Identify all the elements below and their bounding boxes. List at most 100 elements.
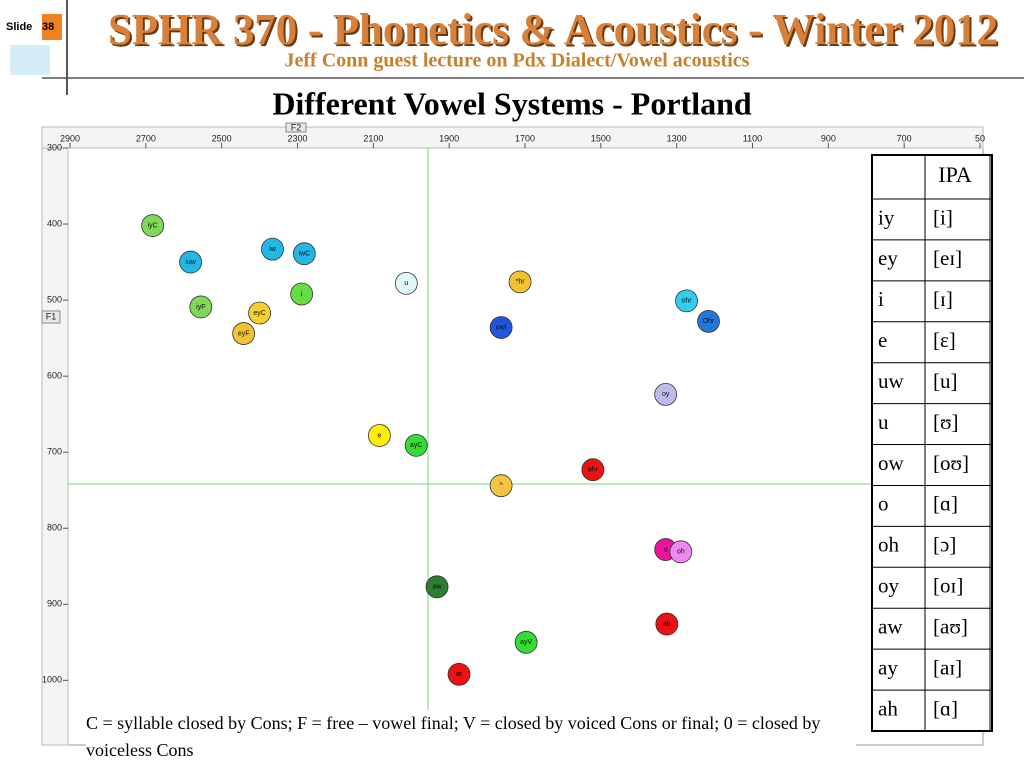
vowel-point — [179, 250, 202, 274]
y-axis-label: F1 — [46, 311, 57, 321]
table-cell: ey — [878, 246, 898, 270]
table-header: IPA — [938, 162, 972, 187]
table-cell: [eɪ] — [933, 246, 962, 270]
table-frame — [871, 154, 993, 732]
x-tick-label: 2700 — [136, 133, 156, 143]
y-tick-label: 1000 — [42, 675, 62, 685]
vowel-point — [261, 237, 284, 261]
vowel-point — [404, 433, 428, 457]
vowel-point — [248, 301, 271, 325]
table-cell: [u] — [933, 369, 958, 393]
vowel-label: iyC — [148, 222, 158, 229]
vowel-label: ah — [663, 621, 671, 628]
vowel-label: Ohr — [703, 318, 715, 325]
vowel-point — [290, 282, 314, 306]
decor-square — [42, 14, 62, 40]
vowel-point — [447, 662, 471, 686]
slide-title: SPHR 370 - Phonetics & Acoustics - Winte… — [108, 5, 998, 54]
vowel-point — [654, 383, 678, 406]
y-tick-label: 400 — [47, 218, 62, 228]
vowel-label: eyC — [253, 310, 265, 317]
vowel-label: iwC — [298, 251, 310, 258]
vowel-label: æ — [456, 671, 462, 678]
vowel-point — [292, 242, 316, 266]
table-cell: [aʊ] — [933, 615, 968, 639]
top-ruler — [41, 126, 984, 149]
vowel-label: iw — [269, 246, 277, 253]
table-cell: e — [878, 328, 887, 352]
vowel-point — [581, 458, 605, 482]
footnote: C = syllable closed by Cons; F = free – … — [86, 710, 856, 764]
slide-label: Slide — [6, 21, 32, 33]
y-tick-label: 800 — [47, 523, 62, 533]
y-tick-label: 600 — [47, 371, 62, 381]
vowel-point — [232, 322, 256, 345]
table-cell: [ɛ] — [933, 328, 956, 352]
table-cell: [oʊ] — [933, 451, 969, 475]
y-tick-label: 300 — [47, 142, 62, 152]
vowel-label: i — [301, 291, 303, 298]
table-cell: u — [878, 410, 889, 434]
table-cell: [ɑ] — [933, 696, 958, 720]
vowel-point — [669, 540, 693, 564]
table-cell: oy — [878, 574, 900, 598]
vowel-point — [675, 289, 698, 313]
table-cell: i — [878, 287, 884, 311]
vowel-label: ohr — [681, 298, 692, 305]
table-cell: ah — [878, 696, 898, 720]
vowel-label: iuw — [185, 259, 196, 266]
vowel-label: u — [404, 280, 408, 287]
vowel-label: ayC — [410, 442, 422, 449]
x-axis-label: F2 — [291, 122, 302, 132]
table-cell: [i] — [933, 205, 953, 229]
decor-square — [10, 45, 50, 75]
x-tick-label: 2900 — [60, 133, 80, 143]
table-cell: [ɑ] — [933, 492, 958, 516]
vowel-point — [489, 474, 513, 498]
vowel-point — [508, 270, 532, 294]
y-tick-label: 500 — [47, 294, 62, 304]
x-tick-label: 1100 — [743, 133, 762, 143]
slide-title-shadow: SPHR 370 - Phonetics & Acoustics - Winte… — [110, 7, 1000, 56]
table-cell: o — [878, 492, 889, 516]
x-tick-label: 1900 — [439, 133, 459, 143]
y-tick-label: 900 — [47, 599, 62, 609]
vowel-point — [425, 575, 449, 599]
slide-subtitle: Jeff Conn guest lecture on Pdx Dialect/V… — [285, 50, 750, 72]
vowel-label: iyF — [196, 304, 205, 311]
vowel-point — [394, 271, 418, 295]
table-cell: oh — [878, 533, 900, 557]
plot-frame — [41, 126, 984, 746]
vowel-label: eyF — [238, 330, 250, 337]
axis-label-box — [41, 310, 61, 324]
table-cell: [aɪ] — [933, 655, 962, 679]
table-cell: [ʊ] — [933, 410, 959, 434]
x-tick-label: 1700 — [515, 133, 535, 143]
vowel-label: ahr — [588, 467, 599, 474]
vowel-point — [697, 309, 720, 333]
table-cell: iy — [878, 205, 895, 229]
table-cell: aw — [878, 615, 903, 639]
table-cell: [ɪ] — [933, 287, 953, 311]
vowel-point — [514, 630, 538, 654]
x-tick-label: 50 — [975, 133, 985, 143]
table-cell: ay — [878, 655, 898, 679]
vowel-label: ayV — [520, 639, 532, 646]
vowel-point — [189, 295, 213, 319]
vowel-label: *hr — [516, 279, 526, 286]
vowel-label: e — [377, 432, 381, 439]
x-tick-label: 2100 — [363, 133, 383, 143]
x-tick-label: 1300 — [667, 133, 687, 143]
y-tick-label: 700 — [47, 447, 62, 457]
x-tick-label: 900 — [821, 133, 836, 143]
x-tick-label: 1500 — [591, 133, 611, 143]
axis-label-box — [285, 122, 307, 133]
vowel-label: aw — [433, 584, 443, 591]
vowel-point — [141, 214, 165, 237]
x-tick-label: 2300 — [287, 133, 307, 143]
left-ruler — [41, 147, 69, 746]
vowel-label: o — [664, 546, 668, 553]
x-tick-label: 700 — [897, 133, 912, 143]
